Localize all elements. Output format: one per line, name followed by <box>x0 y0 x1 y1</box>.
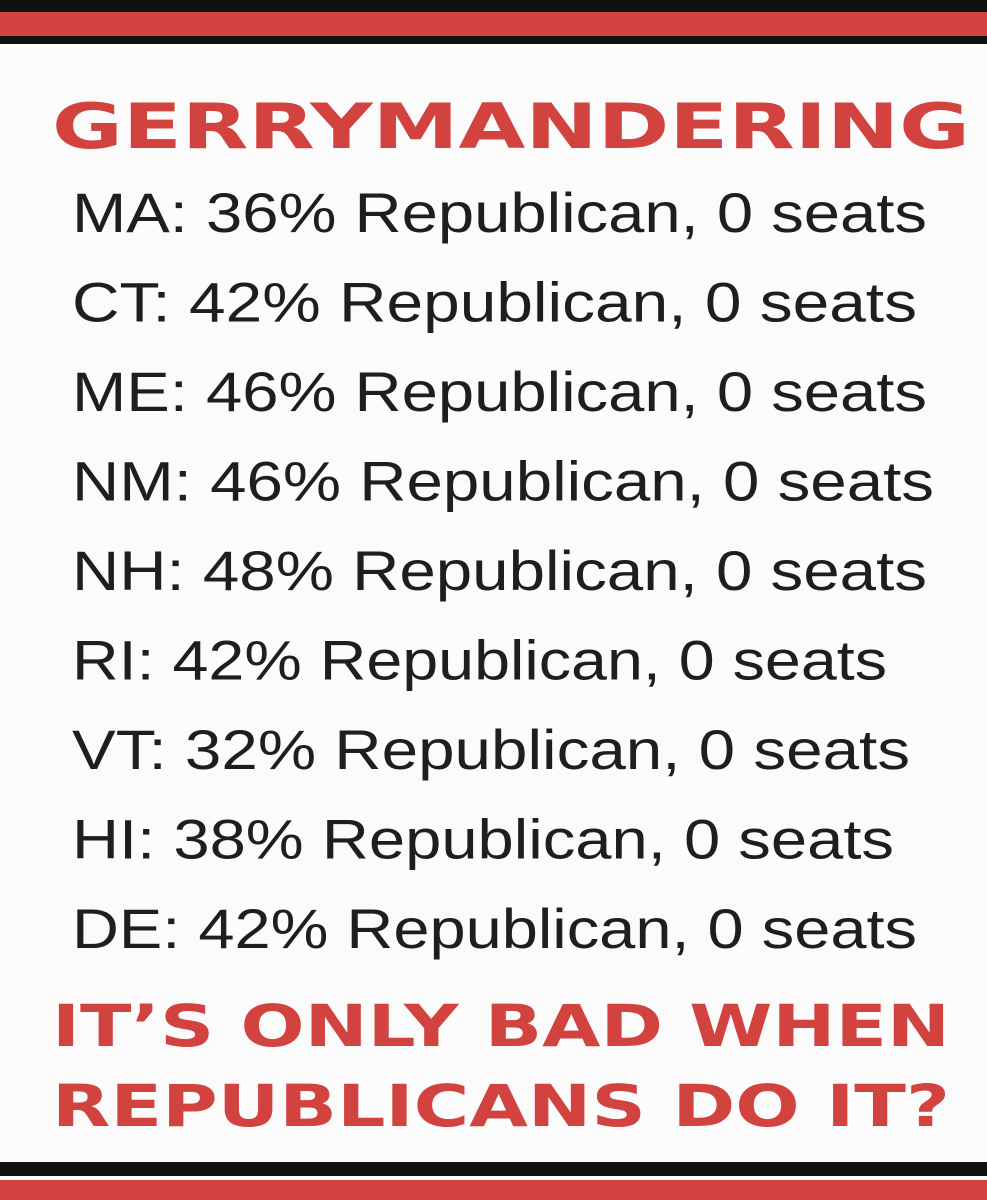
bottom-rule <box>0 1162 987 1176</box>
state-row: DE: 42% Republican, 0 seats <box>72 897 917 960</box>
state-row: VT: 32% Republican, 0 seats <box>72 718 910 781</box>
state-row: HI: 38% Republican, 0 seats <box>72 808 894 871</box>
title: GERRYMANDERING <box>52 90 970 163</box>
state-row: MA: 36% Republican, 0 seats <box>72 181 927 244</box>
footer-line: REPUBLICANS DO IT? <box>52 1072 950 1140</box>
state-row: CT: 42% Republican, 0 seats <box>72 271 917 334</box>
top-stripe <box>0 12 987 36</box>
top-rule <box>0 36 987 44</box>
state-row: NH: 48% Republican, 0 seats <box>72 539 927 602</box>
top-band <box>0 0 987 12</box>
state-row: ME: 46% Republican, 0 seats <box>72 360 927 423</box>
bottom-stripe <box>0 1180 987 1200</box>
state-row: RI: 42% Republican, 0 seats <box>72 629 887 692</box>
footer-line: IT’S ONLY BAD WHEN <box>52 992 950 1060</box>
state-row: NM: 46% Republican, 0 seats <box>72 450 934 513</box>
row-list: MA: 36% Republican, 0 seats CT: 42% Repub… <box>72 181 934 960</box>
